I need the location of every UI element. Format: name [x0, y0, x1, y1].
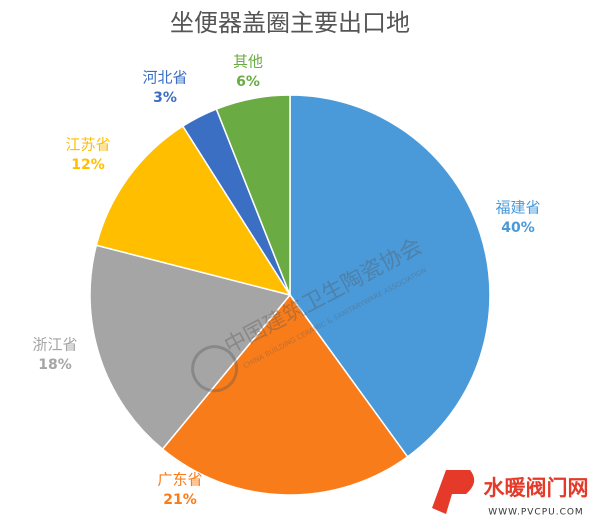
- watermark-logo: [191, 345, 239, 393]
- category-label: 广东省: [157, 471, 202, 489]
- slice: [161, 293, 409, 496]
- site-url: WWW.PVCPU.COM: [488, 508, 583, 518]
- slice: [289, 94, 491, 458]
- category-label: 江苏省: [65, 136, 110, 154]
- site-logo: 水暖阀门网 WWW.PVCPU.COM: [422, 470, 596, 522]
- value-label: 21%: [163, 492, 197, 508]
- category-label: 河北省: [142, 69, 187, 87]
- logo-icon: [432, 470, 475, 514]
- site-name: 水暖阀门网: [484, 476, 589, 500]
- category-label: 福建省: [495, 199, 540, 217]
- pie: [89, 94, 491, 496]
- value-label: 12%: [71, 157, 105, 173]
- labels: 福建省 40% 广东省 21% 浙江省 18% 江苏省 12% 河北省 3% 其他 6%: [32, 53, 540, 509]
- slice: [215, 94, 291, 296]
- value-label: 3%: [153, 90, 177, 106]
- value-label: 40%: [501, 220, 535, 236]
- slice: [95, 125, 292, 297]
- category-label: 其他: [233, 53, 263, 71]
- slice: [89, 244, 292, 451]
- chart-title: 坐便器盖圈主要出口地: [170, 9, 410, 37]
- category-label: 浙江省: [32, 336, 77, 354]
- value-label: 6%: [236, 74, 260, 90]
- value-label: 18%: [38, 357, 72, 373]
